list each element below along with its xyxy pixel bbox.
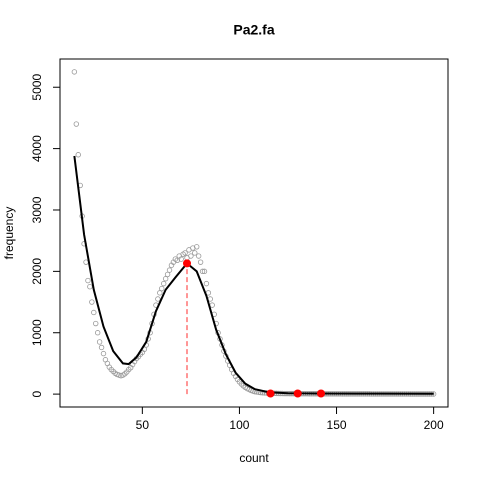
data-point: [162, 276, 169, 282]
y-tick-label: 3000: [30, 196, 44, 223]
y-axis-label: frequency: [2, 207, 16, 260]
data-point: [182, 250, 188, 256]
data-point: [174, 257, 180, 264]
data-point: [94, 330, 101, 336]
data-point: [100, 350, 107, 357]
peak-point: [266, 389, 275, 398]
x-axis-label: count: [239, 451, 269, 465]
peak-point: [183, 259, 192, 268]
data-point: [71, 69, 78, 75]
y-tick-label: 2000: [30, 258, 44, 285]
data-point: [195, 253, 202, 259]
x-tick-label: 100: [229, 418, 249, 432]
x-tick-label: 150: [327, 418, 347, 432]
data-point: [188, 253, 194, 259]
peak-point: [316, 389, 325, 398]
data-point: [164, 271, 171, 278]
data-point: [190, 245, 196, 251]
data-point: [159, 285, 165, 292]
data-point: [91, 309, 97, 316]
y-tick-label: 4000: [30, 135, 44, 162]
data-point: [201, 268, 208, 275]
data-point: [160, 280, 167, 287]
data-point: [89, 299, 95, 305]
x-tick-label: 50: [136, 418, 150, 432]
data-point: [98, 344, 105, 351]
data-point: [155, 296, 161, 302]
data-point: [93, 320, 99, 327]
y-tick-label: 0: [30, 390, 44, 397]
data-point: [73, 121, 80, 127]
data-point: [166, 267, 173, 273]
data-point: [197, 259, 204, 265]
data-point: [75, 152, 81, 158]
data-point: [203, 280, 210, 287]
data-point: [157, 290, 163, 296]
data-point: [178, 256, 184, 262]
chart-title: Pa2.fa: [233, 22, 274, 38]
data-point: [87, 284, 93, 290]
data-point: [85, 277, 91, 284]
data-point: [192, 250, 198, 256]
peak-point: [293, 389, 302, 398]
data-point: [194, 244, 200, 250]
y-tick-label: 1000: [30, 319, 44, 346]
data-point: [96, 339, 103, 345]
x-tick-label: 200: [424, 418, 444, 432]
data-point: [199, 268, 206, 275]
y-tick-label: 5000: [30, 74, 44, 101]
